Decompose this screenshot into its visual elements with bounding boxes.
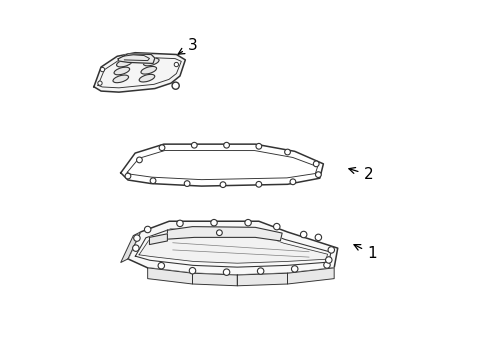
Polygon shape: [121, 232, 140, 262]
Circle shape: [223, 142, 229, 148]
Circle shape: [174, 62, 178, 67]
Circle shape: [255, 181, 261, 187]
Circle shape: [150, 178, 156, 184]
Circle shape: [327, 247, 334, 253]
Circle shape: [313, 161, 319, 167]
Polygon shape: [127, 150, 317, 180]
Polygon shape: [192, 273, 237, 286]
Polygon shape: [287, 268, 333, 284]
Circle shape: [98, 81, 102, 85]
Circle shape: [273, 224, 280, 230]
Text: 2: 2: [348, 167, 372, 182]
Polygon shape: [135, 229, 330, 267]
Polygon shape: [139, 233, 327, 263]
Circle shape: [223, 269, 229, 275]
Circle shape: [216, 230, 222, 235]
Circle shape: [191, 142, 197, 148]
Circle shape: [184, 181, 190, 186]
Circle shape: [323, 262, 329, 268]
Circle shape: [314, 234, 321, 240]
Polygon shape: [237, 273, 287, 286]
Circle shape: [132, 245, 139, 251]
Polygon shape: [94, 53, 185, 92]
Polygon shape: [98, 57, 181, 88]
Circle shape: [284, 149, 290, 155]
Text: 3: 3: [178, 38, 197, 54]
Circle shape: [220, 182, 225, 188]
Circle shape: [244, 220, 251, 226]
Circle shape: [176, 220, 183, 226]
Circle shape: [144, 226, 151, 233]
Circle shape: [159, 145, 164, 150]
Polygon shape: [149, 234, 167, 244]
Circle shape: [100, 67, 104, 72]
Circle shape: [125, 173, 131, 179]
Circle shape: [300, 231, 306, 238]
Circle shape: [257, 268, 264, 274]
Circle shape: [291, 266, 297, 272]
Polygon shape: [121, 144, 323, 186]
Polygon shape: [128, 221, 337, 275]
Polygon shape: [118, 54, 155, 63]
Circle shape: [325, 257, 331, 263]
Ellipse shape: [139, 74, 154, 82]
Circle shape: [133, 235, 140, 241]
Polygon shape: [147, 268, 192, 284]
Circle shape: [210, 220, 217, 226]
Ellipse shape: [114, 67, 129, 75]
Circle shape: [136, 157, 142, 163]
Circle shape: [189, 267, 195, 274]
Circle shape: [315, 172, 321, 177]
Ellipse shape: [141, 67, 156, 74]
Ellipse shape: [113, 75, 128, 83]
Ellipse shape: [116, 59, 132, 67]
Circle shape: [158, 262, 164, 269]
Text: 1: 1: [353, 245, 376, 261]
Polygon shape: [167, 226, 282, 241]
Circle shape: [172, 82, 179, 89]
Circle shape: [289, 179, 295, 185]
Circle shape: [255, 143, 261, 149]
Ellipse shape: [143, 58, 159, 66]
